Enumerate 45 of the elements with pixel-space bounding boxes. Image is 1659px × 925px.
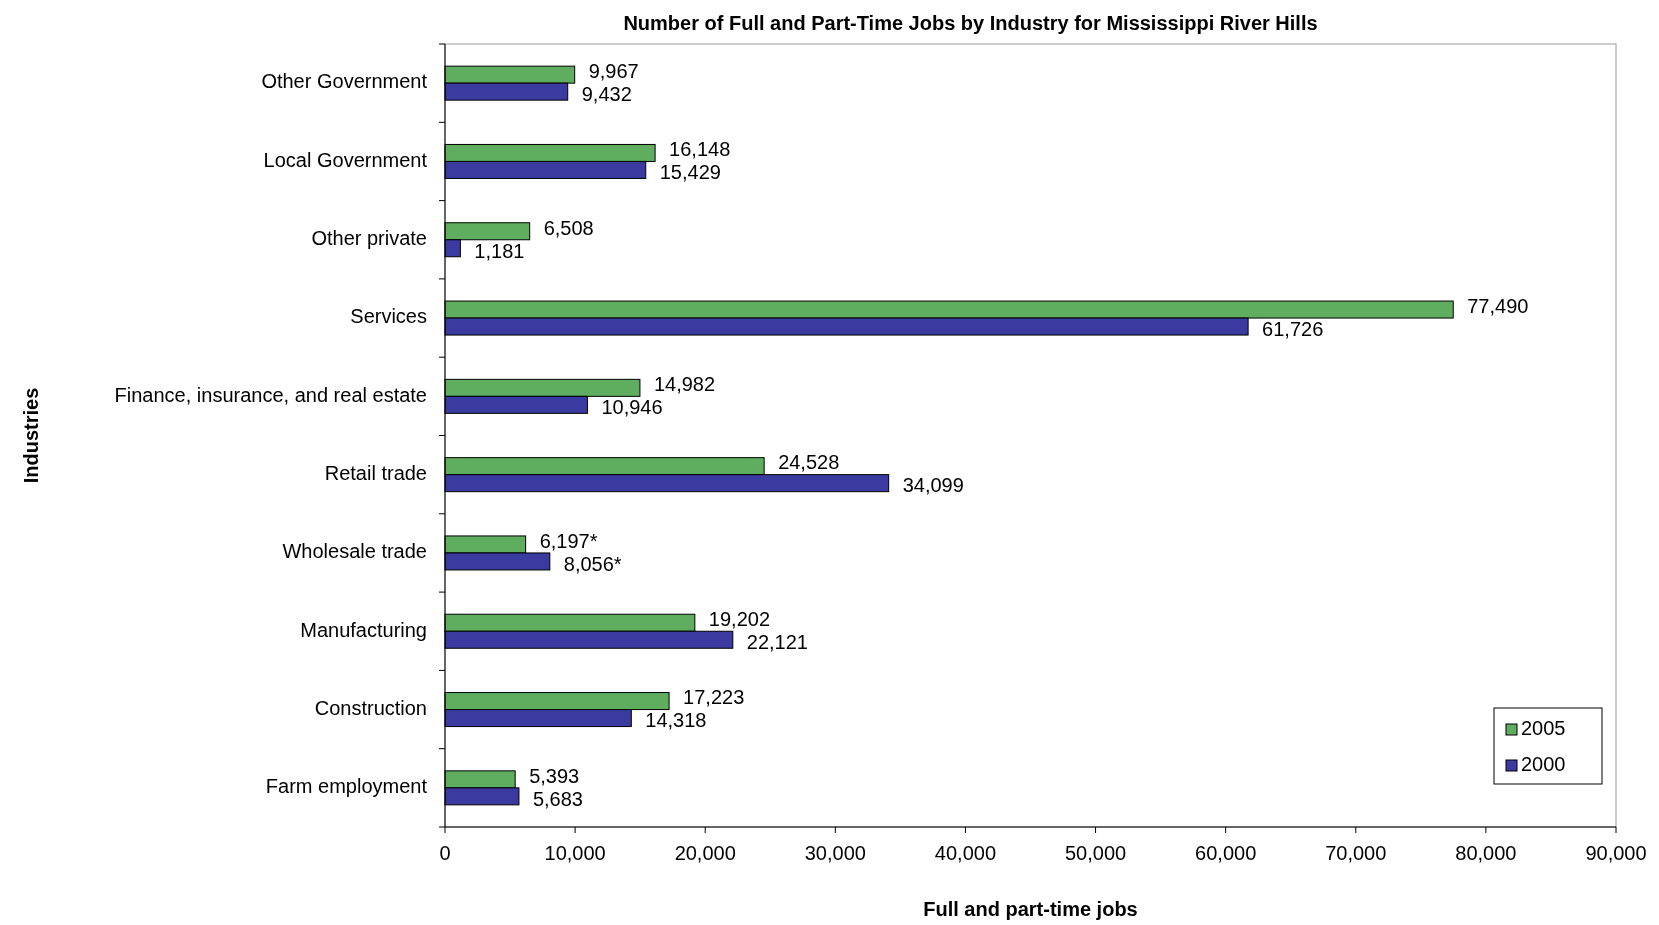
- x-tick-label: 90,000: [1585, 842, 1647, 864]
- data-label: 17,223: [683, 686, 745, 709]
- y-tick-label: Services: [350, 305, 427, 328]
- y-tick-label: Construction: [314, 696, 427, 719]
- data-label: 34,099: [902, 474, 964, 497]
- data-label: 19,202: [708, 608, 771, 631]
- data-label: 14,982: [653, 373, 716, 396]
- x-tick-label: 10,000: [544, 842, 606, 864]
- data-label: 8,056*: [563, 552, 622, 575]
- x-axis-title: Full and part-time jobs: [923, 898, 1138, 920]
- x-tick-label: 60,000: [1195, 842, 1257, 864]
- data-label: 14,318: [645, 709, 707, 732]
- y-tick-label: Retail trade: [324, 461, 427, 484]
- x-tick-label: 80,000: [1455, 842, 1517, 864]
- y-tick-label: Finance, insurance, and real estate: [114, 383, 427, 406]
- data-label: 61,726: [1262, 317, 1324, 340]
- x-tick-label: 20,000: [674, 842, 736, 864]
- data-label: 16,148: [669, 138, 731, 161]
- data-label: 15,429: [659, 161, 721, 184]
- data-label: 10,946: [601, 396, 663, 419]
- y-tick-label: Local Government: [263, 148, 428, 171]
- chart-title: Number of Full and Part-Time Jobs by Industry for Mississippi River Hills: [623, 12, 1318, 34]
- data-label: 22,121: [746, 631, 808, 654]
- y-axis-title: Industries: [20, 387, 42, 484]
- data-label: 24,528: [778, 451, 840, 474]
- data-label: 1,181: [474, 239, 525, 262]
- x-tick-label: 40,000: [934, 842, 997, 864]
- legend-label: 2005: [1521, 717, 1566, 740]
- data-label: 77,490: [1467, 294, 1529, 317]
- y-tick-label: Other Government: [261, 70, 428, 93]
- x-tick-label: 50,000: [1064, 842, 1127, 864]
- x-tick-label: 30,000: [804, 842, 866, 864]
- data-label: 6,197*: [539, 529, 598, 552]
- y-tick-label: Farm employment: [265, 775, 428, 798]
- y-tick-label: Wholesale trade: [282, 540, 427, 563]
- data-label: 5,683: [532, 787, 583, 810]
- y-tick-label: Manufacturing: [300, 618, 427, 641]
- y-tick-label: Other private: [311, 227, 427, 250]
- data-label: 6,508: [543, 216, 594, 239]
- x-tick-label: 70,000: [1325, 842, 1387, 864]
- data-label: 9,967: [588, 59, 639, 82]
- data-label: 9,432: [581, 82, 632, 105]
- x-tick-label: 0: [439, 842, 451, 864]
- legend-label: 2000: [1521, 753, 1566, 776]
- data-label: 5,393: [529, 764, 580, 787]
